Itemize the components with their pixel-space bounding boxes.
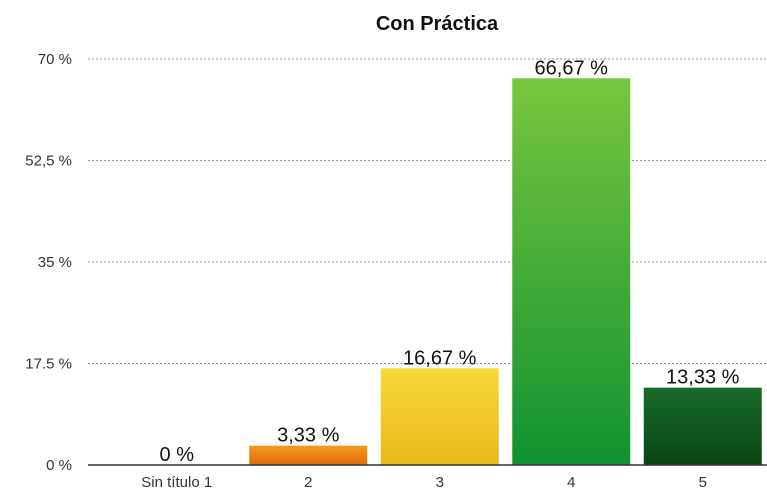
x-axis-ticks: Sin título 1 2 3 4 5 — [141, 474, 707, 491]
data-label: 16,67 % — [403, 347, 477, 369]
data-label: 0 % — [160, 444, 195, 466]
data-label: 66,67 % — [535, 57, 609, 79]
bar — [512, 78, 631, 466]
y-axis-ticks: 0 % 17.5 % 35 % 52,5 % 70 % — [25, 51, 72, 474]
data-label: 3,33 % — [277, 425, 339, 447]
y-tick-label: 70 % — [38, 51, 72, 68]
bar — [380, 368, 499, 465]
data-label: 13,33 % — [666, 367, 740, 389]
x-tick-label: 2 — [304, 474, 312, 491]
x-tick-label: Sin título 1 — [141, 474, 212, 491]
bar — [249, 445, 368, 465]
y-tick-label: 35 % — [38, 254, 72, 271]
y-tick-label: 17.5 % — [25, 356, 72, 373]
gridlines — [88, 58, 767, 364]
y-tick-label: 0 % — [46, 457, 72, 474]
bar — [643, 387, 762, 465]
y-tick-label: 52,5 % — [25, 153, 72, 170]
x-tick-label: 3 — [436, 474, 444, 491]
chart-title: Con Práctica — [376, 13, 499, 35]
data-labels: 0 % 3,33 % 16,67 % 66,67 % 13,33 % — [160, 57, 740, 466]
bars — [249, 78, 762, 466]
x-tick-label: 5 — [699, 474, 707, 491]
x-tick-label: 4 — [567, 474, 575, 491]
